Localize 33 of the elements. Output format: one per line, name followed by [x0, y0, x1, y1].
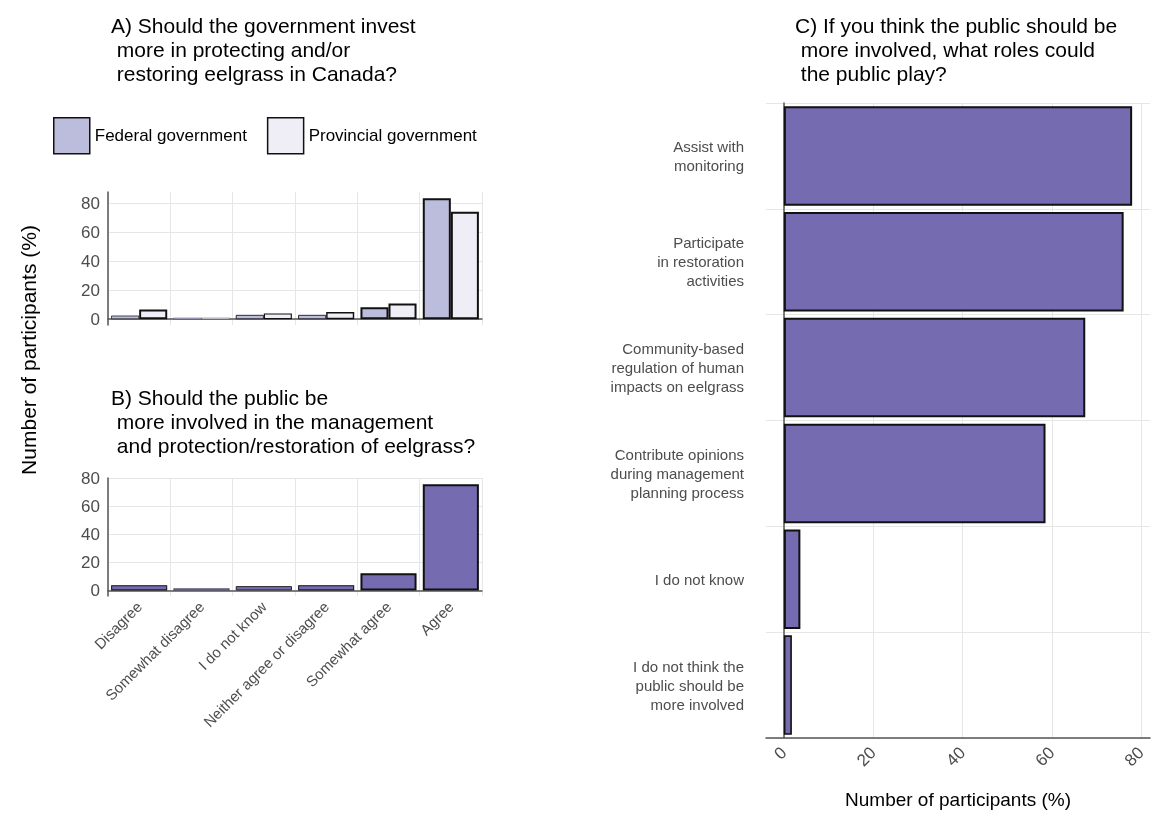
x-tick-label: 60: [1031, 743, 1059, 771]
bar: [298, 585, 355, 591]
x-tick-label: 20: [853, 743, 880, 771]
y-tick-label: I do not know: [654, 570, 745, 588]
chart-title: A) Should the government invest more in protecting and/or restoring eelgrass in Canada?: [111, 13, 416, 85]
y-tick-label: 80: [81, 468, 100, 488]
y-tick-label: 60: [81, 222, 100, 242]
y-axis-title: Number of participants (%): [16, 225, 40, 475]
y-tick-label: 40: [81, 251, 100, 271]
bar: [235, 586, 292, 591]
y-tick-label: I do not think the public should be more involved: [633, 657, 744, 713]
y-tick-label: 20: [81, 552, 100, 572]
y-tick-label: 20: [81, 280, 100, 300]
y-tick-label: Contribute opinions during management planning process: [610, 445, 745, 501]
x-tick-label: 0: [770, 743, 791, 764]
y-tick-label: Participate in restoration activities: [657, 234, 744, 290]
legend-label: Federal government: [94, 126, 248, 146]
x-tick-label: 40: [942, 743, 970, 771]
x-axis-title: Number of participants (%): [845, 789, 1071, 810]
y-tick-label: 0: [90, 580, 100, 600]
legend-label: Provincial government: [308, 126, 478, 146]
x-tick-label: 80: [1120, 743, 1148, 771]
chart-title: C) If you think the public should be more involved, what roles could the public play?: [795, 13, 1118, 85]
y-tick-label: 80: [81, 194, 100, 214]
y-tick-label: 40: [81, 524, 100, 544]
chart-title: B) Should the public be more involved in the management and protection/restoration of eelgrass?: [111, 385, 476, 457]
y-tick-label: 0: [90, 309, 100, 329]
y-tick-label: Community-based regulation of human impacts on eelgrass: [610, 340, 744, 396]
y-tick-label: Assist with monitoring: [673, 137, 744, 174]
y-tick-label: 60: [81, 496, 100, 516]
bar: [111, 585, 168, 591]
bar: [360, 573, 417, 591]
bar: [422, 484, 479, 591]
